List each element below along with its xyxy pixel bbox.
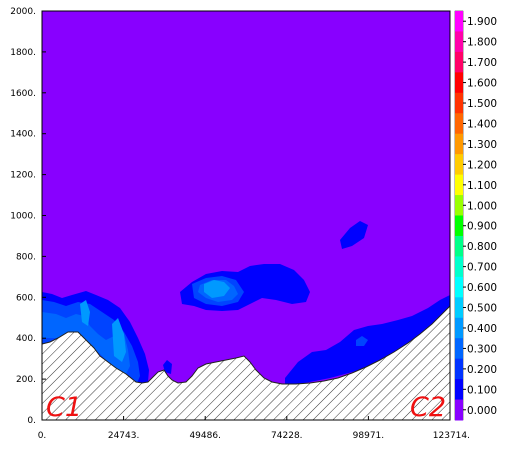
colorbar-swatch [455,358,463,380]
y-tick-label: 200. [16,375,36,385]
contour-level-0.4-mid [204,280,230,298]
corner-label-right: C2 [410,392,446,423]
contour-field [42,11,450,420]
contour-level-0.1-blob [340,221,368,249]
x-tick-label: 98971. [353,431,385,441]
colorbar-label: 0.600 [467,282,497,294]
corner-label-left: C1 [46,392,82,423]
colorbar-swatch [455,154,463,176]
x-tick-label: 0. [38,431,47,441]
colorbar-swatch [455,133,463,155]
x-tick-label: 49486. [189,431,221,441]
colorbar-swatch [455,51,463,73]
colorbar-swatch [455,256,463,278]
colorbar-label: 0.000 [467,405,497,417]
colorbar-label: 0.900 [467,221,497,233]
colorbar-swatch [455,235,463,257]
colorbar: 1.900 1.800 1.700 1.600 1.500 1.400 1.300 1.200… [455,11,497,421]
y-tick-label: 1200. [10,171,36,181]
colorbar-swatch [455,195,463,216]
colorbar-swatch [455,92,463,114]
colorbar-swatch [455,174,463,196]
colorbar-label: 0.800 [467,241,497,253]
y-axis: 0. 200. 400. 600. 800. 1000. 1200. 1400. 1600. 18… [10,7,46,426]
contour-level-0.2-small [356,336,368,346]
colorbar-label: 1.000 [467,200,497,212]
colorbar-label: 0.400 [467,323,497,335]
colorbar-swatch [455,379,463,401]
y-tick-label: 600. [16,293,36,303]
colorbar-label: 1.200 [467,159,497,171]
y-tick-label: 1800. [10,48,36,58]
colorbar-label: 1.500 [467,98,497,110]
colorbar-swatch [455,72,463,94]
colorbar-label: 1.900 [467,16,497,28]
x-tick-label: 123714. [433,431,470,441]
y-tick-label: 2000. [10,7,36,17]
y-tick-label: 800. [16,252,36,262]
colorbar-label: 1.400 [467,118,497,130]
colorbar-label: 1.100 [467,180,497,192]
x-tick-label: 24743. [108,431,140,441]
y-tick-label: 0. [27,416,36,426]
y-tick-label: 1400. [10,130,36,140]
colorbar-label: 0.700 [467,262,497,274]
colorbar-label: 0.200 [467,364,497,376]
colorbar-swatch [455,31,463,53]
colorbar-swatch [455,317,463,339]
y-tick-label: 400. [16,334,36,344]
y-tick-label: 1000. [10,212,36,222]
colorbar-label: 1.600 [467,78,497,90]
colorbar-label: 1.800 [467,37,497,49]
colorbar-swatch [455,113,463,135]
terrain-hatch [42,305,450,420]
colorbar-swatch [455,215,463,237]
x-axis: 0. 24743. 49486. 74228. 98971. 123714. [38,416,470,441]
colorbar-label: 1.300 [467,139,497,151]
x-tick-label: 74228. [271,431,303,441]
colorbar-swatch [455,297,463,319]
colorbar-label: 0.100 [467,384,497,396]
colorbar-label: 0.500 [467,303,497,315]
colorbar-label: 1.700 [467,57,497,69]
colorbar-label: 0.300 [467,343,497,355]
y-tick-label: 1600. [10,89,36,99]
contour-level-0.1-small [163,360,172,374]
contour-level-0.4-left [80,300,126,362]
colorbar-swatch [455,11,463,32]
colorbar-swatch [455,399,463,421]
colorbar-swatch [455,276,463,298]
colorbar-swatch [455,338,463,360]
